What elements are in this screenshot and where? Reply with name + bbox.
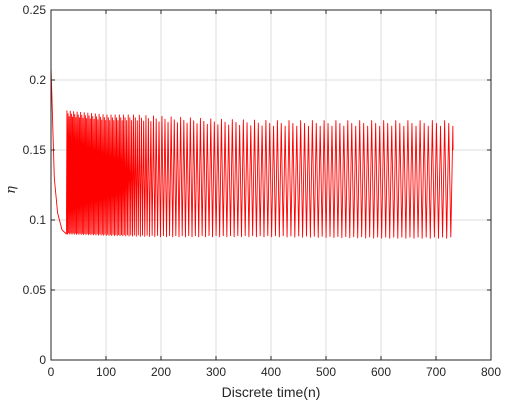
y-tick-label: 0 [39,353,46,367]
series-line [50,65,454,360]
x-tick-label: 100 [96,365,116,379]
x-axis-label: Discrete time(n) [222,384,321,400]
x-tick-label: 500 [316,365,336,379]
x-axis-ticks: 0 100 200 300 400 500 600 700 800 [48,10,501,379]
x-tick-label: 600 [371,365,391,379]
x-tick-label: 400 [261,365,281,379]
x-tick-label: 800 [481,365,501,379]
series-group [50,65,454,360]
y-axis-ticks: 0 0.05 0.1 0.15 0.2 0.25 [23,3,491,367]
x-tick-label: 700 [426,365,446,379]
y-axis-label: η [4,186,19,194]
x-tick-label: 0 [48,365,55,379]
y-tick-label: 0.05 [23,283,47,297]
y-tick-label: 0.15 [23,143,47,157]
x-tick-label: 200 [151,365,171,379]
x-tick-label: 300 [206,365,226,379]
y-tick-label: 0.1 [29,213,46,227]
y-tick-label: 0.25 [23,3,47,17]
y-tick-label: 0.2 [29,73,46,87]
